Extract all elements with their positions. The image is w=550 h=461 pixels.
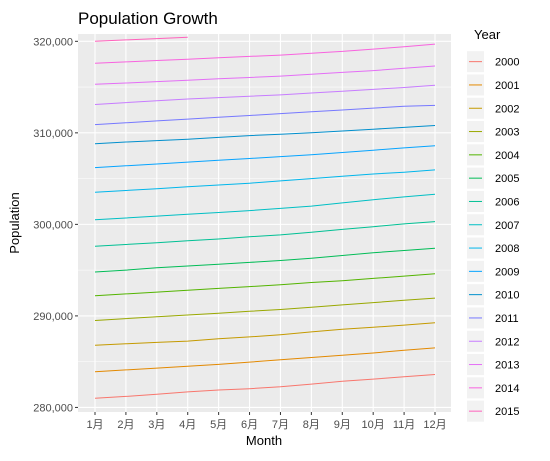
x-tick-label: 1月: [86, 419, 103, 431]
y-tick-label: 290,000: [33, 311, 73, 323]
series-line-2000: [94, 374, 436, 399]
legend-label-2002: 2002: [495, 103, 519, 115]
y-axis-label: Population: [7, 192, 22, 253]
legend-title: Year: [474, 27, 501, 42]
series-line-2007: [94, 193, 436, 221]
legend-label-2009: 2009: [495, 266, 519, 278]
series-lines: [94, 36, 436, 399]
legend-label-2005: 2005: [495, 173, 519, 185]
y-tick-label: 280,000: [33, 402, 73, 414]
major-gridlines: [78, 34, 451, 412]
legend-label-2000: 2000: [495, 57, 519, 69]
y-axis: 280,000 290,000 300,000 310,000 320,000: [33, 36, 78, 414]
x-tick-label: 8月: [303, 419, 320, 431]
legend-label-2011: 2011: [495, 313, 519, 325]
x-tick-label: 10月: [362, 419, 385, 431]
x-tick-label: 3月: [148, 419, 165, 431]
legend-label-2003: 2003: [495, 127, 519, 139]
series-line-2003: [94, 297, 436, 321]
legend-label-2014: 2014: [495, 383, 519, 395]
legend-items: 2000 2001 2002 2003 2004 2005 2006 2007 2008 2009…: [467, 51, 519, 422]
series-line-2002: [94, 322, 436, 346]
legend-label-2008: 2008: [495, 243, 519, 255]
series-line-2014: [94, 43, 436, 64]
series-line-2009: [94, 145, 436, 169]
x-tick-label: 12月: [423, 419, 446, 431]
plot-panel: [78, 34, 451, 412]
x-tick-label: 11月: [393, 419, 415, 431]
legend-label-2015: 2015: [495, 406, 519, 418]
legend-label-2010: 2010: [495, 290, 519, 302]
x-tick-label: 7月: [272, 419, 289, 431]
y-tick-label: 310,000: [33, 128, 73, 140]
series-line-2004: [94, 273, 436, 297]
series-line-2008: [94, 169, 436, 193]
legend-label-2004: 2004: [495, 150, 519, 162]
series-line-2005: [94, 247, 436, 273]
x-tick-label: 4月: [179, 419, 196, 431]
x-tick-label: 6月: [241, 419, 258, 431]
legend-label-2007: 2007: [495, 220, 519, 232]
x-tick-label: 5月: [210, 419, 227, 431]
y-tick-label: 320,000: [33, 36, 73, 48]
series-line-2012: [94, 84, 436, 105]
legend-label-2006: 2006: [495, 196, 519, 208]
x-tick-label: 9月: [334, 419, 351, 431]
legend: Year 20002001200220032004200520062007200…: [467, 27, 519, 422]
series-line-2015: [94, 36, 188, 42]
legend-label-2012: 2012: [495, 336, 519, 348]
y-tick-label: 300,000: [33, 219, 73, 231]
x-axis-label: Month: [246, 433, 282, 448]
series-line-2011: [94, 104, 436, 126]
chart-title: Population Growth: [78, 9, 218, 28]
series-line-2001: [94, 347, 436, 373]
x-tick-label: 2月: [117, 419, 134, 431]
legend-label-2013: 2013: [495, 360, 519, 372]
x-axis: 1月 2月 3月 4月 5月 6月 7月 8月 9月 10月 11月 12月: [86, 412, 447, 431]
series-line-2013: [94, 65, 436, 85]
series-line-2006: [94, 221, 436, 247]
legend-label-2001: 2001: [495, 80, 519, 92]
minor-gridlines: [78, 86, 451, 362]
series-line-2010: [94, 125, 436, 145]
